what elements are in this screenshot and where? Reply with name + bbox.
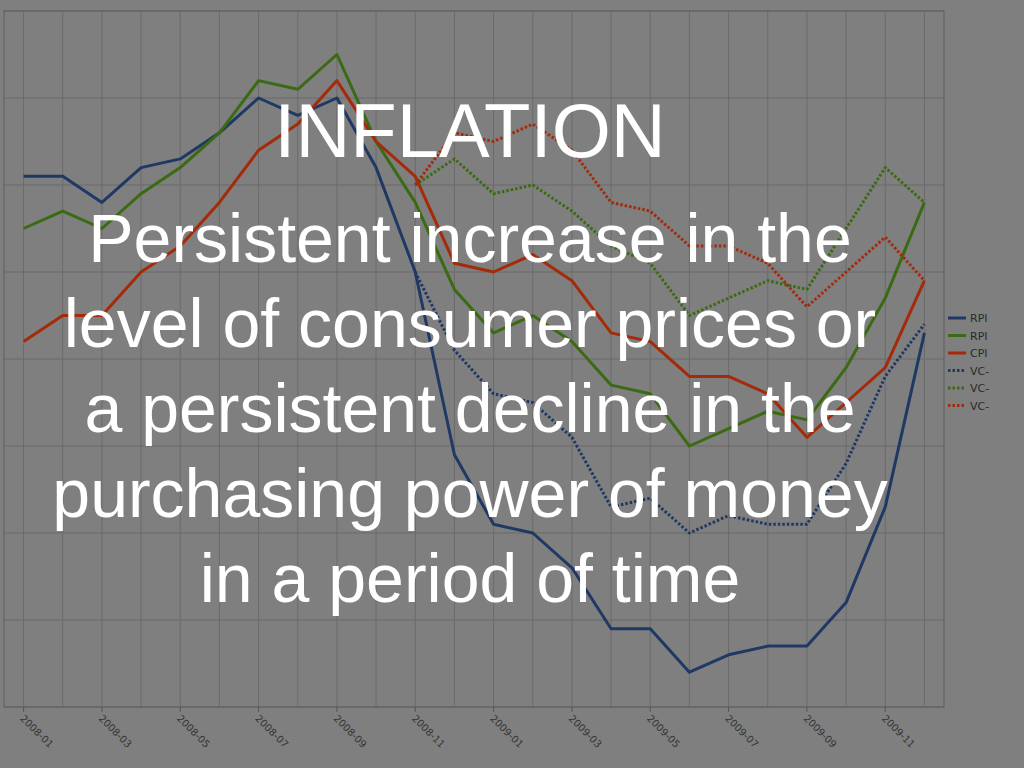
x-tick xyxy=(415,707,416,712)
legend-swatch xyxy=(948,352,966,355)
legend-label: CPI xyxy=(970,347,988,360)
x-tick-label: 2009-09 xyxy=(802,713,839,750)
series-line xyxy=(24,98,925,672)
y-grid-line xyxy=(4,620,944,621)
x-tick-label: 2009-11 xyxy=(880,713,917,750)
x-grid-line xyxy=(23,11,24,707)
x-tick-label: 2008-05 xyxy=(175,713,212,750)
plot-frame xyxy=(4,11,944,707)
x-tick xyxy=(180,707,181,712)
legend-label: VC- xyxy=(970,365,989,378)
annotation: Persistent increase in the xyxy=(88,200,852,276)
legend-swatch xyxy=(948,369,966,372)
legend-swatch xyxy=(948,387,966,390)
legend-label: VC- xyxy=(970,382,989,395)
x-tick xyxy=(336,707,337,712)
legend-label: RPI xyxy=(970,330,988,343)
annotation: a persistent decline in the xyxy=(84,370,855,446)
legend-swatch xyxy=(948,334,966,337)
x-tick xyxy=(101,707,102,712)
x-tick xyxy=(493,707,494,712)
annotation: level of consumer prices or xyxy=(64,285,877,361)
x-tick-label: 2008-01 xyxy=(18,713,55,750)
annotation: in a period of time xyxy=(200,540,741,616)
chart: 2008-01 2008-03 2008-05 2008-07 2008-09 2008-… xyxy=(0,0,1024,768)
x-tick xyxy=(258,707,259,712)
x-tick xyxy=(806,707,807,712)
legend-swatch xyxy=(948,317,966,320)
x-tick-label: 2009-01 xyxy=(488,713,525,750)
x-tick xyxy=(571,707,572,712)
y-grid-line xyxy=(4,185,944,186)
x-tick xyxy=(885,707,886,712)
y-grid-line xyxy=(4,533,944,534)
background xyxy=(0,0,1024,768)
x-grid-line xyxy=(885,11,886,707)
legend-swatch xyxy=(948,404,966,407)
x-tick-label: 2008-07 xyxy=(253,713,290,750)
legend-label: RPI xyxy=(970,312,988,325)
x-tick xyxy=(23,707,24,712)
x-tick-label: 2008-03 xyxy=(97,713,134,750)
legend-label: VC- xyxy=(970,400,989,413)
x-tick-label: 2009-05 xyxy=(645,713,682,750)
series-line xyxy=(24,55,925,447)
x-tick xyxy=(728,707,729,712)
x-tick-label: 2009-07 xyxy=(723,713,760,750)
x-tick-label: 2008-09 xyxy=(332,713,369,750)
x-tick xyxy=(650,707,651,712)
title: INFLATION xyxy=(274,88,665,173)
x-tick-label: 2009-03 xyxy=(567,713,604,750)
lines xyxy=(24,55,925,673)
annotation: purchasing power of money xyxy=(52,455,887,531)
x-tick-label: 2008-11 xyxy=(410,713,447,750)
grid xyxy=(4,11,944,707)
x-grid-line xyxy=(924,11,925,707)
